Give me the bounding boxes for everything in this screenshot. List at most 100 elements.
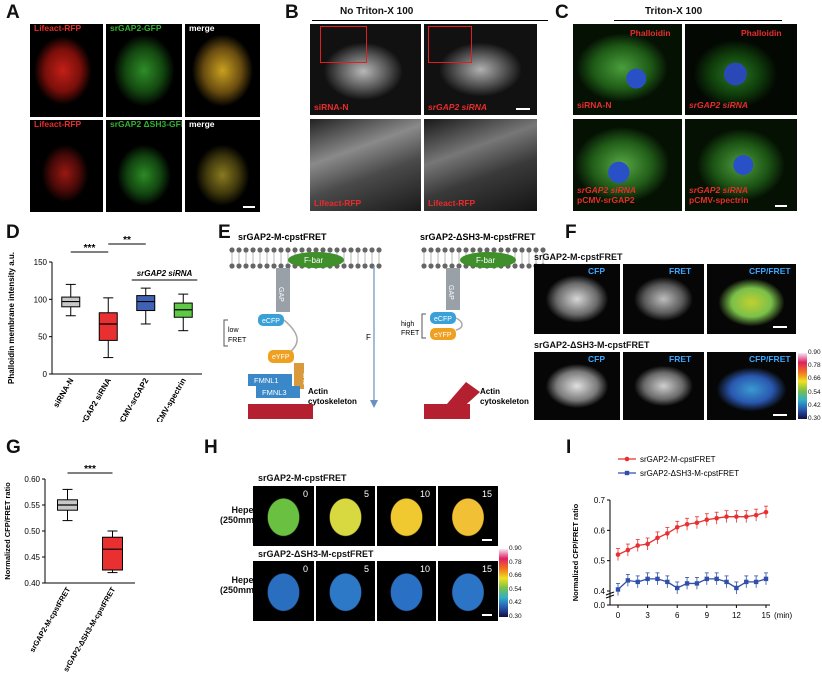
e-left-fbar-label: F-bar [304, 256, 323, 265]
d-box [98, 312, 118, 341]
e-left-bracket [223, 319, 228, 347]
micro-f-r1-cfp: CFP [534, 264, 620, 334]
e-left-actin-2: cytoskeleton [308, 397, 357, 406]
g-ytick-label: 0.60 [24, 475, 40, 484]
i-point [704, 576, 709, 582]
e-left-actin-1: Actin [308, 387, 328, 396]
lipid-head-bottom [519, 263, 525, 269]
label-a-r2-c2: srGAP2 ΔSH3-GFP [110, 120, 182, 129]
i-xtick-label: 3 [645, 611, 650, 620]
lipid-head-top [470, 247, 476, 253]
micro-a-r1-lifeact: Lifeact-RFP [30, 24, 103, 117]
panel-label-f: F [565, 222, 577, 243]
scale-bar-f2 [773, 414, 787, 416]
e-left-gap [276, 268, 290, 312]
scale-bar-f1 [773, 326, 787, 328]
g-ytick-label: 0.55 [24, 501, 40, 510]
g-category-label: srGAP2-M-cpstFRET [28, 585, 73, 654]
i-point [734, 585, 739, 591]
lipid-head-top [505, 247, 511, 253]
e-right-ecfp-label: eCFP [434, 316, 452, 323]
e-left-eyfp-label: eYFP [272, 354, 290, 361]
f-r2-ch3: CFP/FRET [749, 354, 791, 364]
lipid-head-top [362, 247, 368, 253]
g-ylabel: Normalized CFP/FRET ratio [3, 482, 12, 580]
label-a-r2-c3: merge [189, 120, 215, 129]
lipid-head-bottom [442, 263, 448, 269]
i-legend-marker [624, 456, 630, 462]
i-axis-break-2 [605, 594, 615, 599]
label-c-top-1: siRNA-N [577, 100, 612, 110]
i-series-line [617, 511, 767, 556]
i-legend-label: srGAP2-M-cpstFRET [640, 455, 716, 464]
scale-bar-b [516, 108, 530, 110]
panel-label-h: H [204, 437, 218, 458]
lipid-head-bottom [449, 263, 455, 269]
time-label: 15 [481, 564, 492, 574]
e-right-linker [455, 317, 463, 331]
e-left-sh3-label: SH3 [301, 373, 307, 385]
lipid-head-top [442, 247, 448, 253]
lipid-head-top [477, 247, 483, 253]
e-left-linker [283, 319, 298, 353]
i-point [714, 515, 719, 521]
e-left-gap-label: GAP [277, 287, 284, 302]
lipid-head-top [421, 247, 427, 253]
label-a-r2-c1: Lifeact-RFP [34, 120, 82, 129]
lipid-head-top [229, 247, 235, 253]
lipid-head-top [334, 247, 340, 253]
micro-c-sirna-n: Phalloidin siRNA-N [573, 24, 682, 115]
i-point [684, 581, 690, 586]
micro-a-r1-merge: merge [185, 24, 260, 117]
lipid-head-top [264, 247, 270, 253]
e-right-title: srGAP2-ΔSH3-M-cpstFRET [420, 232, 536, 242]
micro-f-r1-ratio: CFP/FRET [707, 264, 796, 334]
lipid-head-top [484, 247, 490, 253]
label-b-top-2: srGAP2 siRNA [428, 102, 488, 112]
scale-bar-c [775, 205, 787, 207]
label-c-stain-1: Phalloidin [630, 28, 671, 38]
i-point [694, 520, 700, 526]
g-ytick-label: 0.45 [24, 553, 40, 562]
i-ytick-label: 0.0 [594, 601, 606, 610]
i-ytick-label: 0.7 [594, 496, 606, 505]
e-left-fbar [288, 252, 344, 268]
chart-d: 0 50 100 150 Phalloidin membrane intensity a… [7, 235, 202, 422]
lipid-head-top [435, 247, 441, 253]
i-point [635, 579, 640, 585]
i-xtick-label: 0 [616, 611, 621, 620]
lipid-head-bottom [257, 263, 263, 269]
lipid-head-top [299, 247, 305, 253]
scale-bar-a [243, 206, 255, 208]
lipid-head-bottom [355, 263, 361, 269]
micro-c-rescue-srgap2: srGAP2 siRNA pCMV-srGAP2 [573, 119, 682, 211]
i-xlabel: (min) [774, 611, 793, 620]
i-point [744, 579, 749, 585]
time-label: 5 [363, 489, 369, 499]
h-row2-tile: 15 [438, 561, 498, 621]
i-ytick-label: 0.6 [594, 526, 606, 535]
label-b-bottom-2: Lifeact-RFP [428, 198, 476, 208]
lipid-head-top [320, 247, 326, 253]
lipid-head-bottom [341, 263, 347, 269]
h-row1-tile: 5 [316, 486, 375, 546]
e-left-fmnl3-label: FMNL3 [262, 388, 287, 397]
f-r2-ch2: FRET [669, 354, 692, 364]
d-ytick-label: 0 [43, 370, 48, 379]
panel-label-b: B [285, 2, 299, 23]
lipid-head-top [540, 247, 546, 253]
i-point [615, 552, 621, 557]
e-force-arrow-head [370, 400, 378, 408]
label-b-bottom-1: Lifeact-RFP [314, 198, 362, 208]
colorbar-tick-label: 0.66 [509, 572, 522, 580]
lipid-head-bottom [512, 263, 518, 269]
lipid-head-bottom [428, 263, 434, 269]
micro-a-r2-lifeact: Lifeact-RFP [30, 120, 103, 212]
i-point [724, 579, 729, 585]
time-label: 15 [481, 489, 492, 499]
e-low-fret-1: low [228, 327, 239, 334]
label-c-stain-2: Phalloidin [741, 28, 782, 38]
time-label: 0 [302, 489, 308, 499]
i-axis-break-1 [605, 591, 615, 596]
h-row1-tile: 0 [253, 486, 314, 546]
